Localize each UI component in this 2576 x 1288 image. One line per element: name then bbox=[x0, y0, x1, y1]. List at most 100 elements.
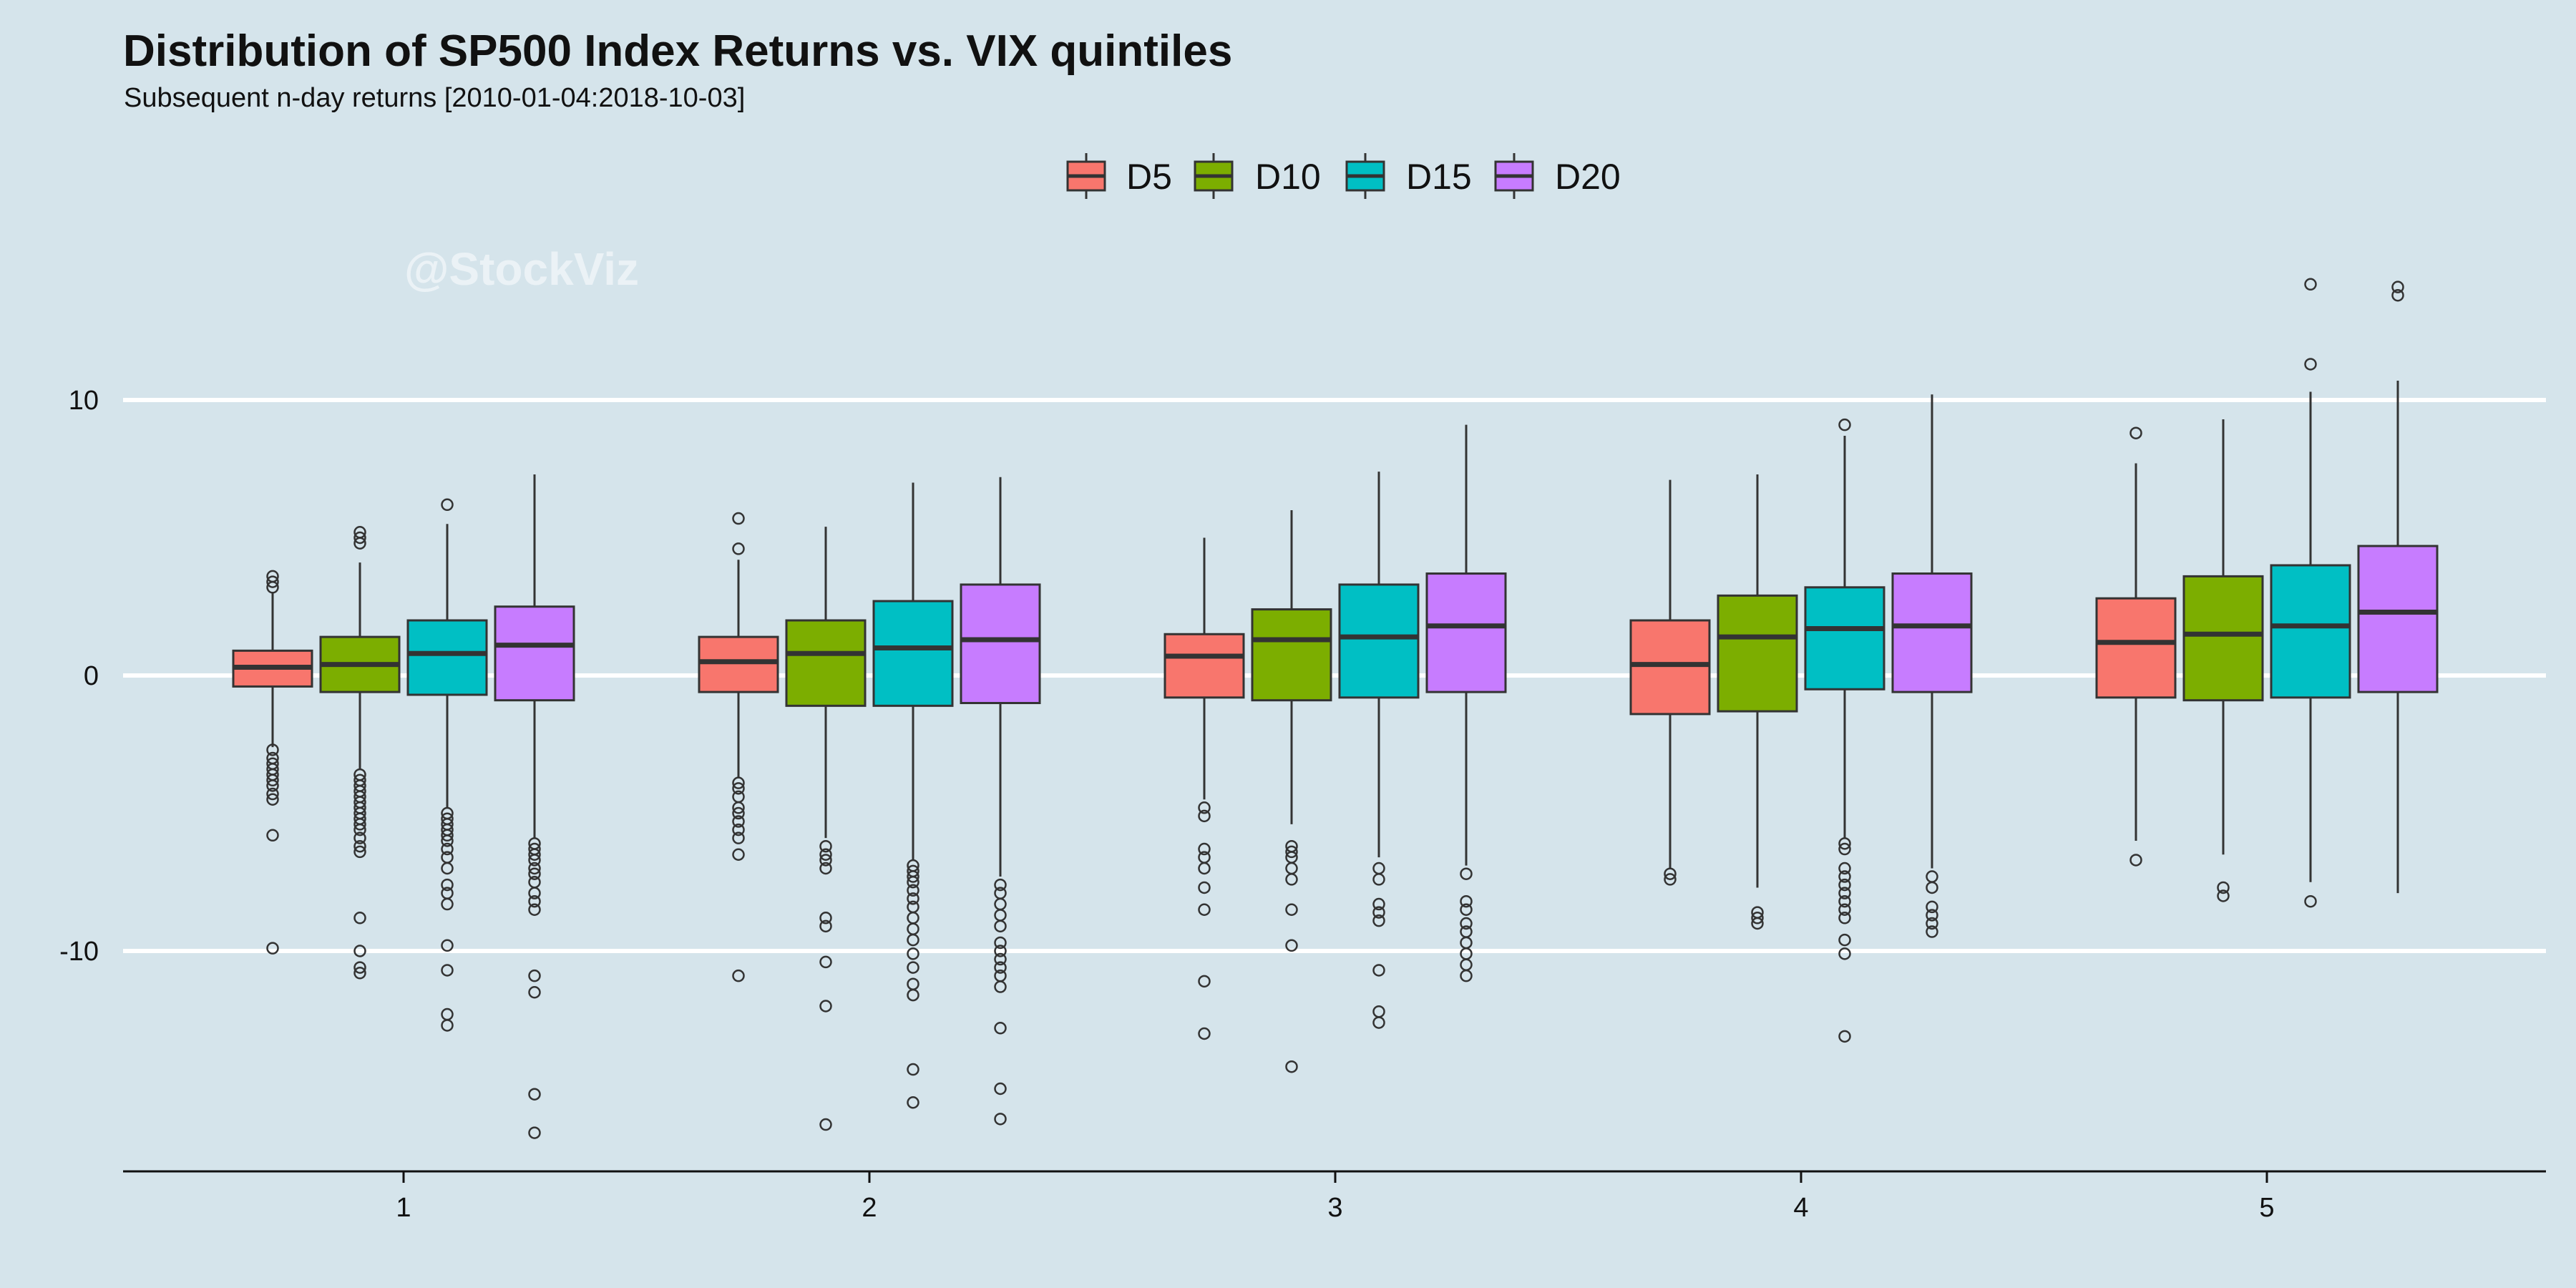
legend-item-D15: D15 bbox=[1345, 153, 1472, 199]
outlier-point bbox=[1838, 842, 1851, 856]
outlier-point bbox=[819, 854, 832, 867]
outlier-point bbox=[994, 945, 1007, 957]
legend: D5 D10 D15 D20 bbox=[1066, 153, 1621, 199]
outlier-point bbox=[1372, 862, 1385, 875]
outlier-point bbox=[1926, 917, 1938, 930]
box-body bbox=[698, 635, 779, 693]
outlier-point bbox=[994, 961, 1007, 974]
outlier-point bbox=[2129, 426, 2142, 439]
box-D10-5 bbox=[2182, 419, 2264, 902]
outlier-point bbox=[1198, 801, 1211, 814]
outlier-point bbox=[1926, 909, 1938, 922]
outlier-point bbox=[907, 884, 919, 897]
outlier-point bbox=[732, 815, 745, 828]
x-axis: 1 2 3 4 5 bbox=[123, 1170, 2546, 1223]
outlier-point bbox=[732, 969, 745, 982]
box-body bbox=[1804, 586, 1885, 691]
box-body bbox=[1629, 619, 1711, 716]
outlier-point bbox=[732, 831, 745, 844]
outlier-point bbox=[732, 542, 745, 555]
outlier-point bbox=[441, 829, 454, 842]
outlier-point bbox=[528, 1126, 541, 1139]
outlier-point bbox=[353, 839, 366, 853]
box-D5-2 bbox=[698, 512, 779, 982]
outlier-point bbox=[441, 1008, 454, 1021]
outlier-point bbox=[441, 862, 454, 875]
outlier-point bbox=[528, 903, 541, 916]
outlier-point bbox=[1372, 964, 1385, 977]
outlier-point bbox=[266, 779, 279, 792]
outlier-point bbox=[907, 988, 919, 1002]
outlier-point bbox=[441, 834, 454, 847]
outlier-point bbox=[907, 933, 919, 947]
boxes bbox=[232, 278, 2439, 1139]
outlier-point bbox=[353, 823, 366, 836]
legend-label: D15 bbox=[1406, 157, 1472, 197]
outlier-point bbox=[1198, 862, 1211, 875]
box-body bbox=[2357, 545, 2439, 693]
box-D10-2 bbox=[785, 527, 867, 1131]
outlier-point bbox=[441, 939, 454, 952]
box-body bbox=[2095, 597, 2177, 699]
outlier-point bbox=[1460, 894, 1473, 908]
outlier-point bbox=[528, 1088, 541, 1101]
outlier-point bbox=[1838, 862, 1851, 875]
x-tick-label: 2 bbox=[862, 1193, 877, 1223]
outlier-point bbox=[1838, 933, 1851, 947]
outlier-point bbox=[528, 894, 541, 908]
outlier-point bbox=[907, 912, 919, 924]
box-body bbox=[1717, 594, 1798, 713]
box-body bbox=[494, 605, 575, 702]
outlier-point bbox=[353, 831, 366, 844]
box-D20-5 bbox=[2357, 280, 2439, 894]
outlier-point bbox=[266, 743, 279, 756]
box-D5-1 bbox=[232, 570, 313, 955]
outlier-point bbox=[1664, 873, 1677, 886]
outlier-point bbox=[1926, 870, 1938, 883]
legend-label: D10 bbox=[1255, 157, 1321, 197]
outlier-point bbox=[1198, 842, 1211, 856]
outlier-point bbox=[819, 912, 832, 924]
outlier-point bbox=[819, 955, 832, 969]
outlier-point bbox=[732, 823, 745, 836]
legend-item-D10: D10 bbox=[1194, 153, 1321, 199]
outlier-point bbox=[441, 878, 454, 892]
outlier-point bbox=[1198, 903, 1211, 916]
outlier-point bbox=[1838, 894, 1851, 908]
outlier-point bbox=[353, 537, 366, 550]
outlier-point bbox=[353, 945, 366, 957]
box-D15-1 bbox=[406, 498, 488, 1032]
outlier-point bbox=[819, 862, 832, 875]
outlier-point bbox=[1838, 887, 1851, 899]
outlier-point bbox=[1285, 845, 1298, 859]
outlier-point bbox=[1460, 917, 1473, 930]
outlier-point bbox=[994, 1113, 1007, 1126]
outlier-point bbox=[528, 986, 541, 999]
legend-label: D20 bbox=[1555, 157, 1621, 197]
outlier-point bbox=[1285, 939, 1298, 952]
outlier-point bbox=[1372, 1016, 1385, 1029]
outlier-point bbox=[994, 919, 1007, 933]
outlier-point bbox=[2217, 889, 2230, 902]
outlier-point bbox=[353, 531, 366, 545]
outlier-point bbox=[1838, 418, 1851, 431]
box-D10-3 bbox=[1251, 510, 1332, 1073]
outlier-point bbox=[441, 842, 454, 856]
outlier-point bbox=[1926, 900, 1938, 914]
outlier-point bbox=[1460, 903, 1473, 916]
outlier-point bbox=[1838, 903, 1851, 916]
outlier-point bbox=[1838, 947, 1851, 960]
box-D5-5 bbox=[2095, 426, 2177, 867]
outlier-point bbox=[907, 892, 919, 905]
outlier-point bbox=[732, 782, 745, 795]
outlier-point bbox=[1838, 870, 1851, 883]
box-body bbox=[1891, 572, 1973, 693]
outlier-point bbox=[994, 1082, 1007, 1096]
outlier-point bbox=[1285, 903, 1298, 916]
x-tick-label: 5 bbox=[2259, 1193, 2274, 1223]
outlier-point bbox=[528, 862, 541, 875]
outlier-point bbox=[907, 961, 919, 974]
box-body bbox=[1338, 583, 1420, 699]
x-tick-label: 1 bbox=[396, 1193, 411, 1223]
box-D20-3 bbox=[1425, 424, 1507, 982]
